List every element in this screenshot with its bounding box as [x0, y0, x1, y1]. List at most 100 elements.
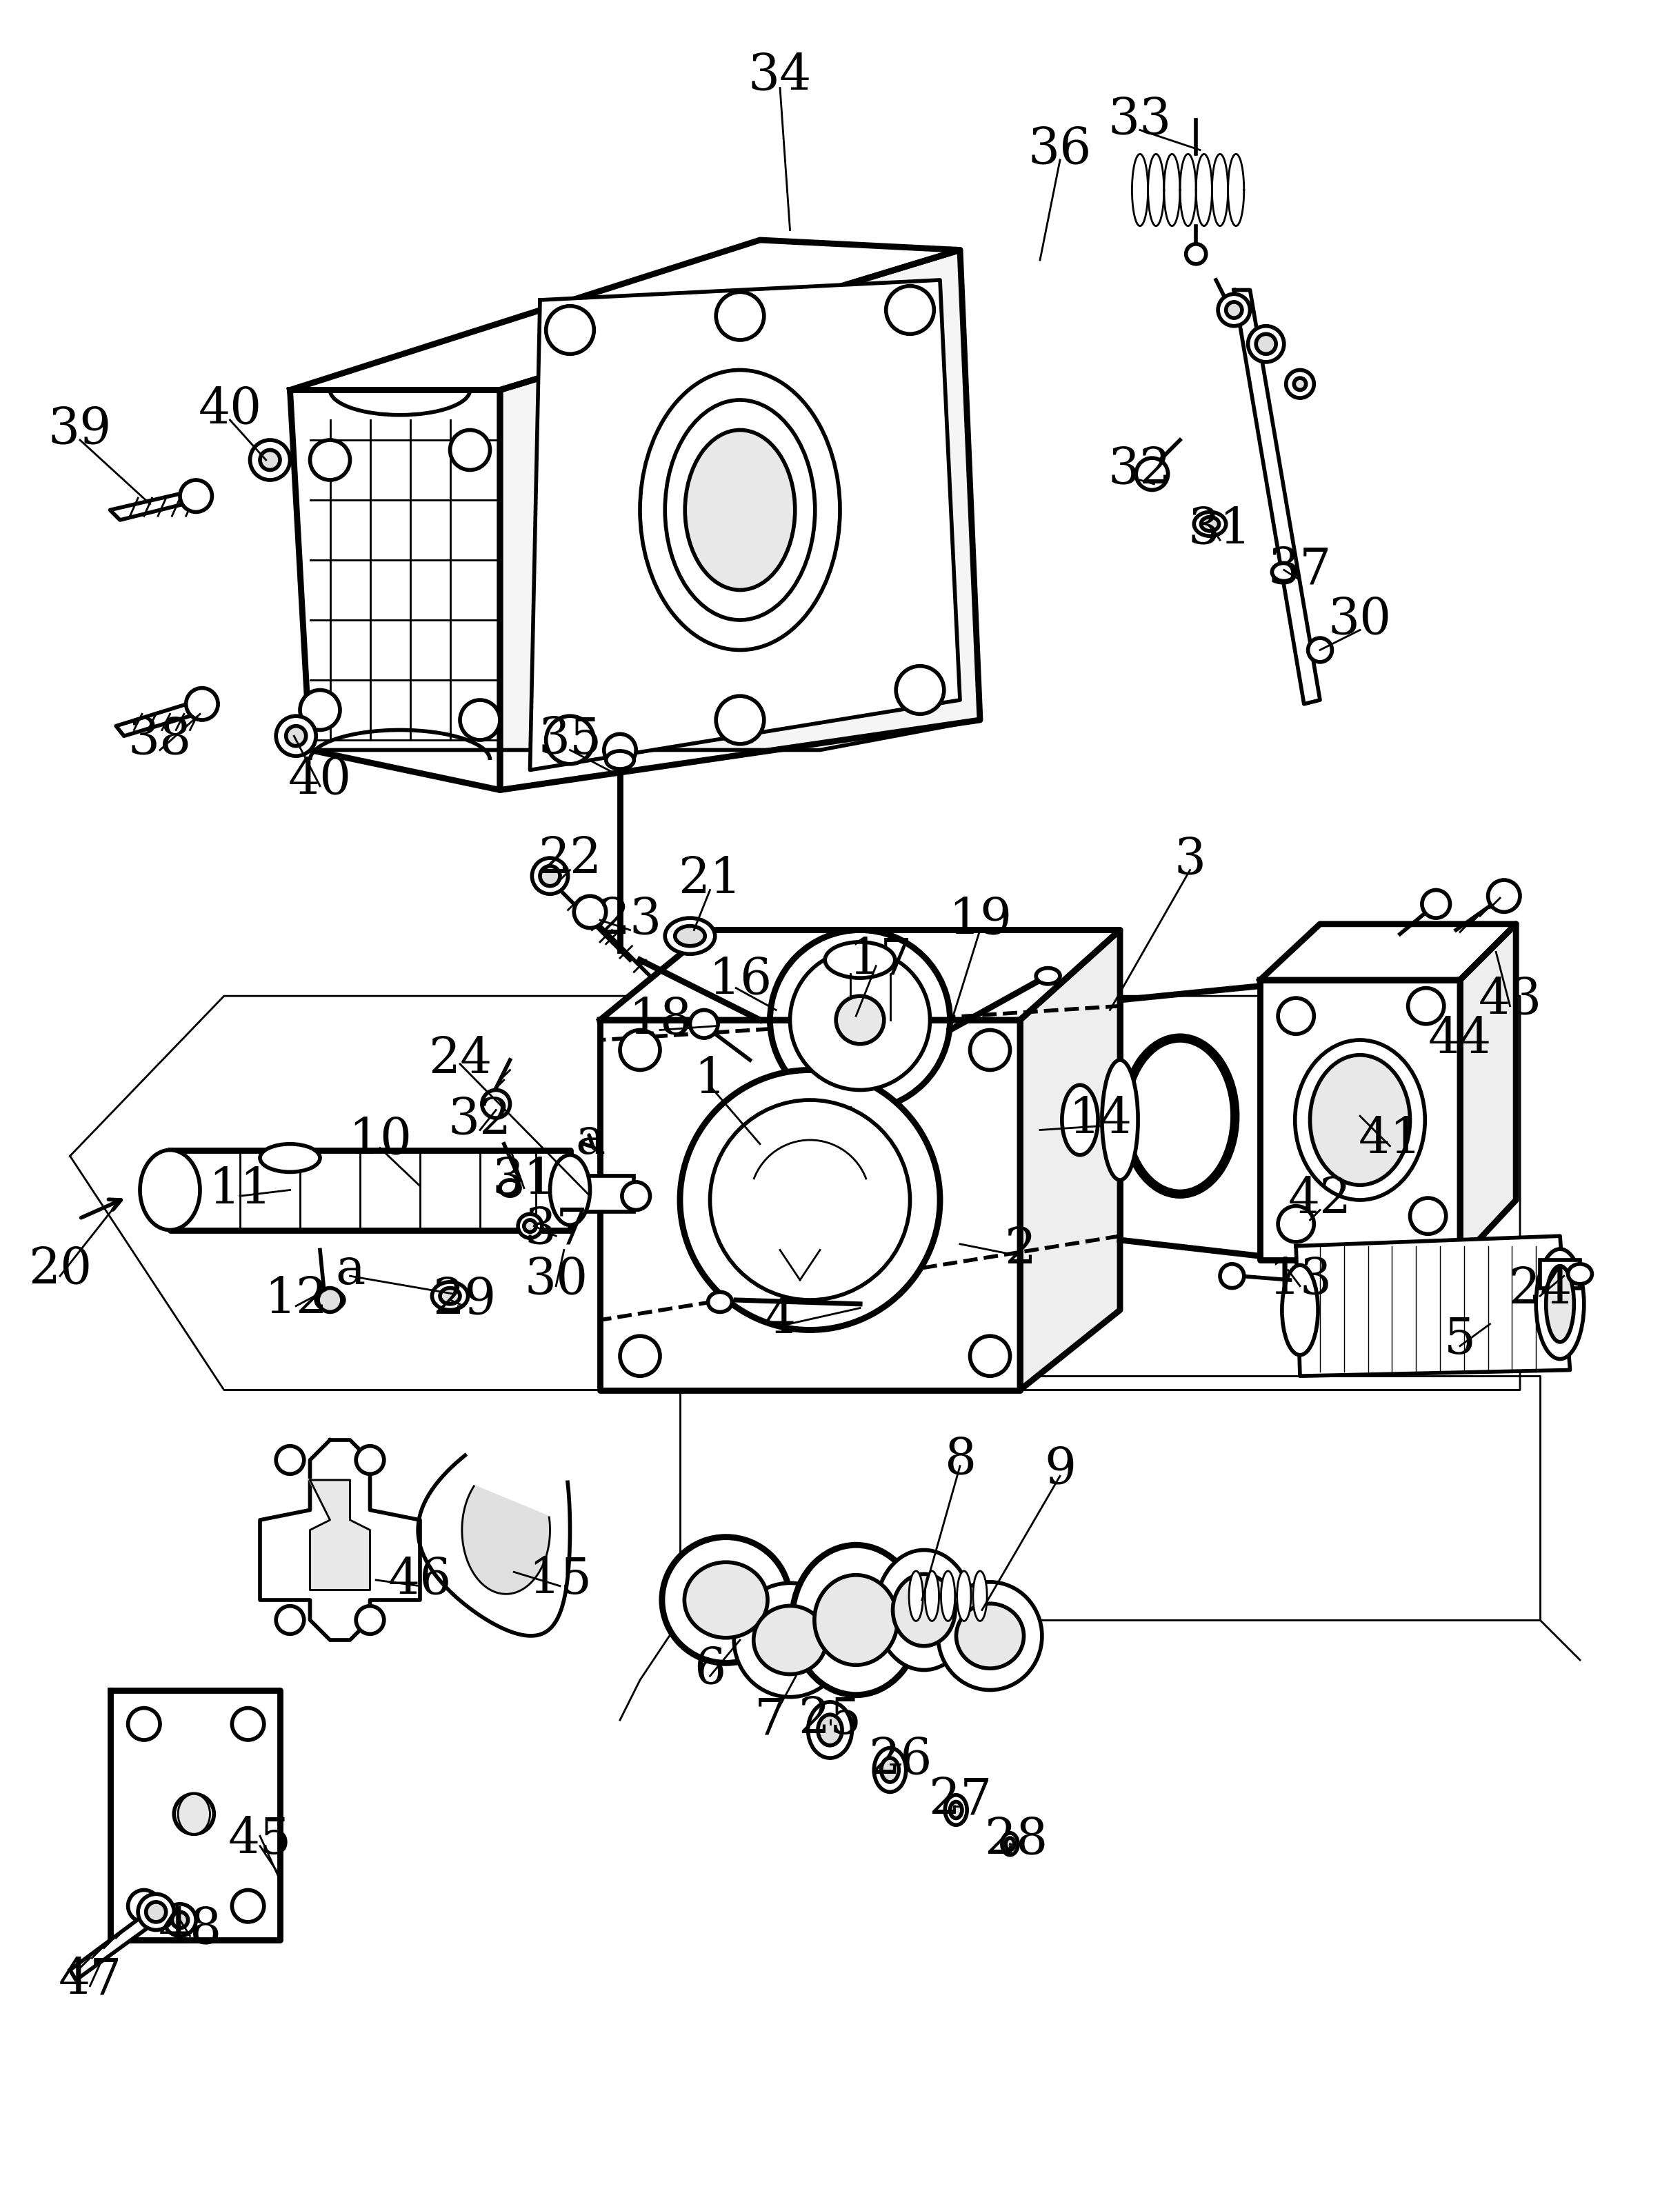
Text: 36: 36	[1028, 125, 1092, 174]
Circle shape	[1278, 1206, 1314, 1243]
Circle shape	[790, 950, 931, 1089]
Polygon shape	[71, 1905, 165, 1980]
Circle shape	[1278, 999, 1314, 1034]
Ellipse shape	[825, 942, 895, 979]
Text: 47: 47	[59, 1956, 123, 2004]
Text: a: a	[334, 1245, 365, 1294]
Ellipse shape	[949, 1802, 963, 1817]
Text: 46: 46	[388, 1555, 452, 1604]
Ellipse shape	[675, 926, 706, 946]
Text: 6: 6	[694, 1646, 726, 1694]
Ellipse shape	[665, 917, 716, 955]
Polygon shape	[311, 1481, 370, 1591]
Circle shape	[1186, 244, 1206, 264]
Circle shape	[250, 440, 291, 480]
Text: 24: 24	[1509, 1265, 1572, 1313]
Text: 33: 33	[1109, 95, 1173, 145]
Text: 40: 40	[198, 385, 262, 433]
Text: 17: 17	[848, 935, 912, 983]
Text: 16: 16	[709, 955, 771, 1005]
Text: 14: 14	[1068, 1096, 1132, 1144]
Circle shape	[605, 735, 637, 766]
Circle shape	[460, 700, 501, 739]
Polygon shape	[529, 279, 959, 770]
Circle shape	[1410, 1199, 1446, 1234]
Ellipse shape	[958, 1571, 971, 1621]
Ellipse shape	[941, 1571, 954, 1621]
Circle shape	[1285, 370, 1314, 398]
Circle shape	[1309, 638, 1332, 662]
Polygon shape	[1020, 931, 1121, 1390]
Text: 31: 31	[492, 1155, 556, 1203]
Polygon shape	[418, 1456, 570, 1637]
Ellipse shape	[815, 1575, 897, 1665]
Text: 27: 27	[927, 1775, 991, 1824]
Ellipse shape	[139, 1151, 200, 1230]
Circle shape	[1294, 378, 1305, 389]
Ellipse shape	[734, 1584, 847, 1696]
Text: 39: 39	[49, 405, 113, 455]
Polygon shape	[116, 700, 210, 737]
Circle shape	[539, 867, 559, 887]
Ellipse shape	[665, 400, 815, 620]
Text: 34: 34	[748, 51, 811, 101]
Circle shape	[311, 440, 349, 480]
Ellipse shape	[853, 1179, 885, 1199]
Circle shape	[1218, 295, 1250, 326]
Circle shape	[885, 286, 934, 334]
Text: 45: 45	[228, 1815, 292, 1863]
Text: 40: 40	[289, 755, 351, 805]
Circle shape	[969, 1030, 1010, 1069]
Circle shape	[716, 695, 764, 744]
Ellipse shape	[711, 1100, 911, 1300]
Ellipse shape	[1006, 1837, 1015, 1850]
Ellipse shape	[808, 1703, 852, 1758]
Text: 35: 35	[538, 715, 601, 763]
Circle shape	[482, 1089, 511, 1118]
Ellipse shape	[818, 1714, 842, 1745]
Circle shape	[260, 451, 281, 471]
Circle shape	[180, 480, 212, 513]
Polygon shape	[109, 491, 200, 519]
Ellipse shape	[1295, 1041, 1425, 1199]
Ellipse shape	[1536, 1250, 1584, 1360]
Text: 30: 30	[1329, 596, 1391, 645]
Ellipse shape	[606, 750, 633, 770]
Text: 7: 7	[754, 1696, 786, 1745]
Polygon shape	[1460, 924, 1515, 1261]
Ellipse shape	[874, 1749, 906, 1793]
Polygon shape	[291, 240, 959, 389]
Text: 31: 31	[1188, 506, 1252, 554]
Circle shape	[895, 667, 944, 715]
Text: 29: 29	[432, 1276, 496, 1324]
Ellipse shape	[1310, 1056, 1410, 1186]
Text: 18: 18	[628, 997, 692, 1045]
Ellipse shape	[685, 429, 795, 590]
Circle shape	[232, 1890, 264, 1923]
Text: 1: 1	[694, 1056, 726, 1104]
Text: 48: 48	[158, 1905, 222, 1954]
Text: a: a	[575, 1115, 605, 1164]
Text: 25: 25	[798, 1696, 862, 1745]
Ellipse shape	[956, 1604, 1023, 1668]
Circle shape	[517, 1214, 543, 1239]
Circle shape	[533, 858, 568, 893]
Circle shape	[276, 1445, 304, 1474]
Circle shape	[524, 1221, 536, 1232]
Circle shape	[286, 726, 306, 746]
Ellipse shape	[1272, 563, 1295, 581]
Text: 5: 5	[1445, 1316, 1477, 1364]
Text: 44: 44	[1428, 1016, 1492, 1065]
Circle shape	[769, 931, 949, 1111]
Text: 26: 26	[869, 1736, 932, 1784]
Polygon shape	[291, 389, 501, 790]
Text: 21: 21	[679, 856, 743, 904]
Circle shape	[128, 1890, 160, 1923]
Circle shape	[1421, 891, 1450, 917]
Polygon shape	[170, 1151, 570, 1230]
Circle shape	[1220, 1265, 1243, 1287]
Circle shape	[716, 293, 764, 341]
Ellipse shape	[684, 1562, 768, 1637]
Circle shape	[1226, 301, 1242, 319]
Circle shape	[546, 715, 595, 763]
